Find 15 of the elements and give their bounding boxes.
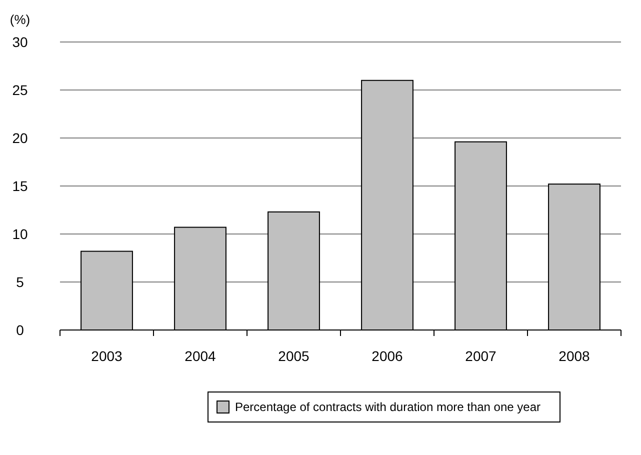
y-tick-label: 5 bbox=[16, 274, 24, 290]
y-tick-label: 0 bbox=[16, 322, 24, 338]
x-tick-label: 2008 bbox=[558, 348, 590, 364]
y-tick-label: 15 bbox=[12, 178, 28, 194]
y-tick-label: 30 bbox=[12, 34, 28, 50]
y-tick-label: 25 bbox=[12, 82, 28, 98]
x-tick-label: 2006 bbox=[372, 348, 404, 364]
y-axis-title: (%) bbox=[10, 12, 30, 27]
x-tick-label: 2007 bbox=[465, 348, 497, 364]
x-tick-label: 2005 bbox=[278, 348, 310, 364]
x-tick-label: 2003 bbox=[91, 348, 123, 364]
legend-label: Percentage of contracts with duration more than one year bbox=[235, 400, 541, 414]
x-tick-label: 2004 bbox=[184, 348, 216, 364]
y-tick-label: 20 bbox=[12, 130, 28, 146]
y-tick-label: 10 bbox=[12, 226, 28, 242]
